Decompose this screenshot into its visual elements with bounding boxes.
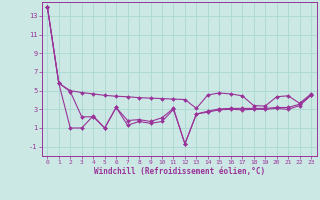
X-axis label: Windchill (Refroidissement éolien,°C): Windchill (Refroidissement éolien,°C)	[94, 167, 265, 176]
